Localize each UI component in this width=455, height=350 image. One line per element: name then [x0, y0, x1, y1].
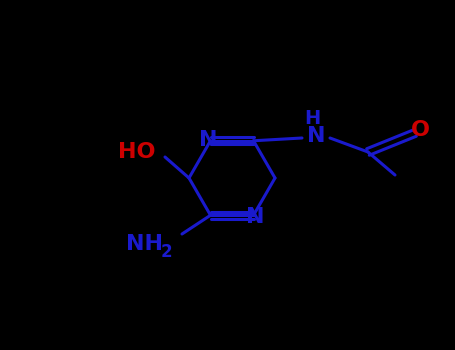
Text: N: N — [199, 130, 218, 150]
Text: 2: 2 — [160, 243, 172, 261]
Text: O: O — [410, 120, 430, 140]
Text: NH: NH — [126, 234, 163, 254]
Text: N: N — [246, 207, 265, 227]
Text: N: N — [307, 126, 325, 146]
Text: H: H — [304, 110, 320, 128]
Text: HO: HO — [118, 142, 156, 162]
